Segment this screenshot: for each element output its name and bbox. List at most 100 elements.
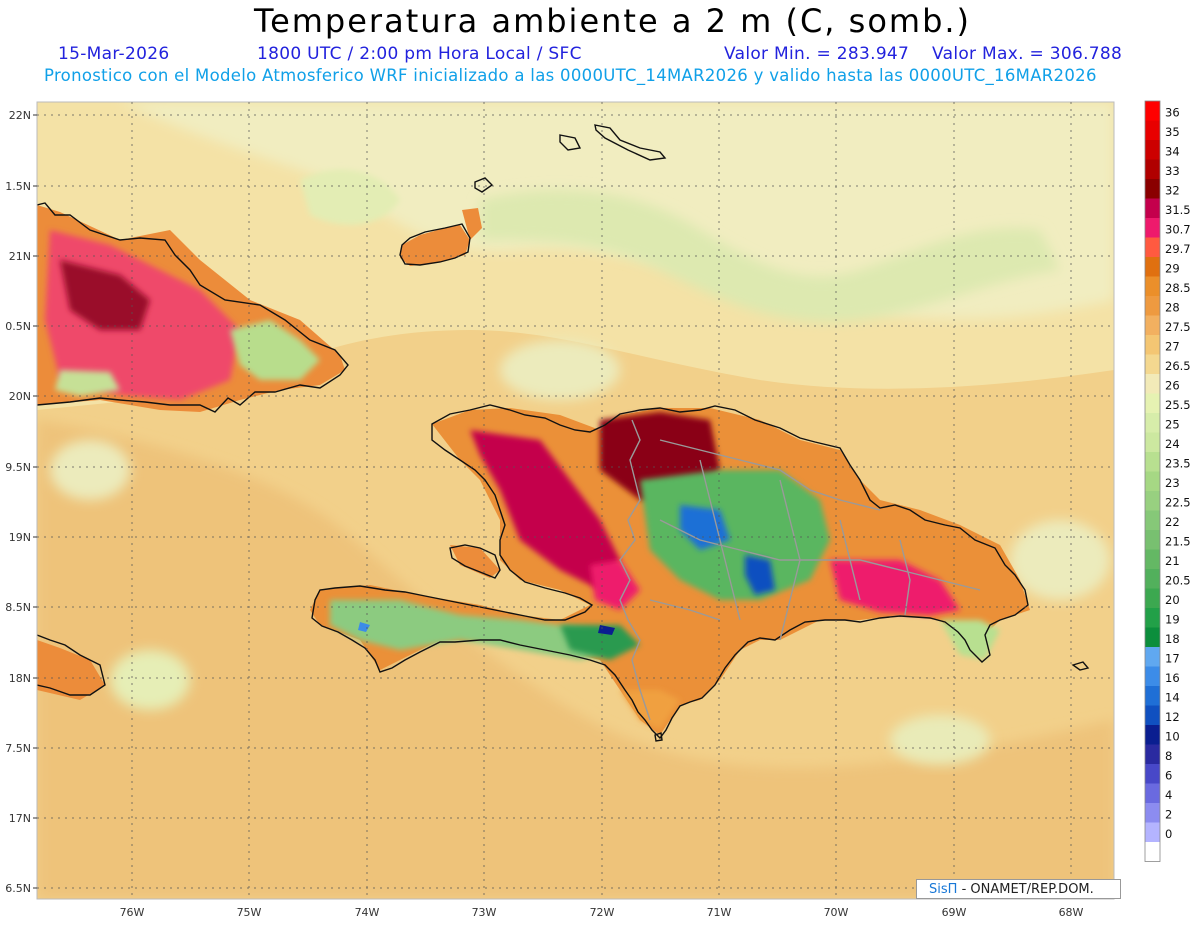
coastlines [37,124,1090,742]
colorbar-swatch [1145,608,1160,628]
lat-label: 8.5N [5,601,31,614]
colorbar-label: 36 [1165,106,1180,120]
colorbar-label: 31.5 [1165,203,1191,217]
map-field [37,102,1114,899]
forecast-time: 1800 UTC / 2:00 pm Hora Local / SFC [257,44,582,64]
colorbar-label: 6 [1165,769,1172,783]
colorbar-swatch [1145,237,1160,258]
colorbar-swatch [1145,393,1160,414]
lon-label: 72W [590,906,615,919]
lat-label: 6.5N [5,882,31,895]
colorbar-label: 29.7 [1165,242,1191,256]
colorbar-swatch [1145,257,1160,277]
colorbar-frame [1144,100,1161,862]
colorbar-swatch [1145,432,1160,453]
value-max: Valor Max. = 306.788 [932,44,1123,64]
latitude-labels: 22N 1.5N 21N 0.5N 20N 9.5N 19N 8.5N 18N … [5,109,31,895]
colorbar-label: 28 [1165,301,1180,315]
colorbar-swatch [1145,179,1160,199]
colorbar-swatch [1145,783,1160,804]
colorbar-swatch [1145,510,1160,531]
lon-label: 69W [942,906,967,919]
colorbar-label: 4 [1165,788,1172,802]
map-title: Temperatura ambiente a 2 m (C, somb.) [253,2,972,40]
colorbar-swatch [1145,549,1160,570]
colorbar-label: 26 [1165,379,1180,393]
lon-label: 73W [472,906,497,919]
lat-label: 9.5N [5,461,31,474]
model-info: Pronostico con el Modelo Atmosferico WRF… [44,66,1097,85]
colorbar-label: 14 [1165,691,1180,705]
colorbar-label: 27.5 [1165,320,1191,334]
lon-label: 71W [707,906,732,919]
colorbar-label: 8 [1165,749,1172,763]
colorbar-swatch [1145,530,1160,550]
tick-marks [33,114,37,889]
borders [619,419,981,721]
forecast-date: 15-Mar-2026 [58,44,170,64]
colorbar-label: 22 [1165,515,1180,529]
colorbar-swatch [1145,842,1160,862]
colorbar-label: 33 [1165,164,1180,178]
colorbar-label: 23.5 [1165,457,1191,471]
colorbar-swatch [1145,120,1160,141]
colorbar-swatch [1145,666,1160,687]
colorbar-swatch [1145,744,1160,765]
lat-label: 7.5N [5,742,31,755]
colorbar-label: 20 [1165,593,1180,607]
colorbar-swatch [1145,764,1160,784]
lat-label: 1.5N [5,180,31,193]
colorbar-label: 2 [1165,808,1172,822]
colorbar-swatch [1145,725,1160,745]
colorbar-label: 21 [1165,554,1180,568]
colorbar-swatch [1145,413,1160,433]
colorbar-label: 29 [1165,262,1180,276]
colorbar-label: 23 [1165,476,1180,490]
colorbar-swatch [1145,159,1160,180]
credit-box: SisΠ - ONAMET/REP.DOM. [916,879,1121,899]
credit-org: - ONAMET/REP.DOM. [961,882,1094,897]
colorbar-label: 35 [1165,125,1180,139]
colorbar-swatch [1145,198,1160,219]
colorbar-swatch [1145,686,1160,706]
lat-label: 21N [9,250,31,263]
colorbar-swatch [1145,588,1160,609]
colorbar-label: 16 [1165,671,1180,685]
colorbar-swatch [1145,315,1160,336]
colorbar-swatch [1145,491,1160,511]
value-min: Valor Min. = 283.947 [724,44,910,64]
colorbar-swatch [1145,218,1160,238]
colorbar-swatch [1145,276,1160,297]
lon-label: 74W [355,906,380,919]
colorbar-swatch [1145,374,1160,394]
colorbar-swatch [1145,569,1160,589]
lon-label: 75W [237,906,262,919]
colorbar-swatch [1145,647,1160,667]
colorbar-label: 25 [1165,418,1180,432]
colorbar-label: 18 [1165,632,1180,646]
colorbar-swatch [1145,471,1160,492]
colorbar-label: 25.5 [1165,398,1191,412]
lon-label: 76W [120,906,145,919]
colorbar-label: 26.5 [1165,359,1191,373]
colorbar: 363534333231.530.729.72928.52827.52726.5… [1144,100,1191,862]
sispi-logo: SisΠ [929,882,958,897]
colorbar-swatch [1145,452,1160,472]
colorbar-label: 27 [1165,340,1180,354]
lon-label: 70W [824,906,849,919]
colorbar-swatch [1145,335,1160,355]
colorbar-label: 17 [1165,652,1180,666]
colorbar-label: 19 [1165,613,1180,627]
colorbar-swatch [1145,354,1160,375]
lat-label: 20N [9,390,31,403]
colorbar-swatch [1145,140,1160,160]
lat-label: 19N [9,531,31,544]
lat-label: 18N [9,672,31,685]
lon-label: 68W [1059,906,1084,919]
lat-label: 22N [9,109,31,122]
colorbar-label: 28.5 [1165,281,1191,295]
lat-label: 17N [9,812,31,825]
colorbar-swatch [1145,705,1160,726]
colorbar-swatch [1145,296,1160,316]
